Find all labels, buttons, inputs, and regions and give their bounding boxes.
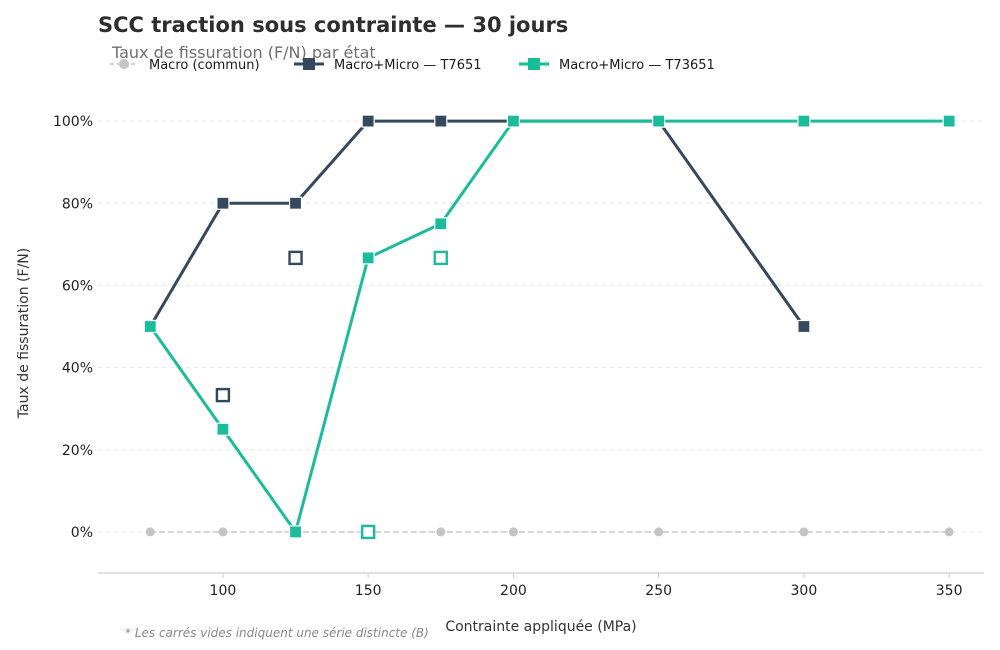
legend-marker-t7651 (303, 58, 315, 70)
y-axis-label: Taux de fissuration (F/N) (16, 248, 32, 419)
data-point (288, 196, 303, 210)
data-point-series-b (433, 250, 448, 266)
legend-item-t73651: Macro+Micro — T73651 (519, 58, 715, 73)
data-point (216, 422, 230, 436)
y-tick-label: 100% (53, 114, 93, 130)
series (143, 114, 956, 540)
data-point (216, 196, 230, 210)
x-tick-label: 200 (500, 583, 527, 599)
x-tick-label: 150 (355, 583, 382, 599)
chart-title: SCC traction sous contrainte — 30 jours (98, 13, 568, 37)
x-tick-label: 250 (645, 583, 672, 599)
legend-item-macro: Macro (commun) (110, 58, 260, 73)
legend-label-macro: Macro (commun) (149, 58, 260, 73)
data-point (944, 527, 954, 537)
y-tick-label: 60% (62, 278, 93, 294)
data-point-series-b (288, 250, 303, 266)
y-tick-label: 80% (62, 196, 93, 212)
legend-marker-t73651 (528, 58, 540, 70)
data-point (942, 114, 956, 128)
data-point (218, 527, 228, 537)
data-point (143, 319, 157, 334)
data-point (797, 319, 811, 334)
data-point-series-b (215, 387, 231, 403)
data-point (434, 217, 448, 231)
y-tick-label: 20% (62, 443, 93, 459)
legend-item-t7651: Macro+Micro — T7651 (294, 58, 482, 73)
legend: Macro (commun) Macro+Micro — T7651 Macro… (110, 58, 715, 73)
axes: 0% 20% 40% 60% 80% 100% 100 150 200 250 300 350 (53, 114, 984, 599)
grid (98, 120, 984, 533)
data-point (797, 114, 811, 128)
series-line-1 (148, 119, 806, 328)
legend-marker-macro (119, 59, 129, 69)
data-point (288, 525, 303, 539)
data-point (145, 527, 155, 537)
data-point (799, 527, 809, 537)
data-point-series-b (360, 524, 376, 540)
data-point (361, 251, 375, 265)
y-tick-label: 40% (62, 361, 93, 377)
data-point (508, 527, 518, 537)
x-axis-label: Contrainte appliquée (MPa) (445, 619, 636, 635)
data-point (654, 527, 664, 537)
data-point (434, 114, 448, 128)
x-tick-label: 350 (936, 583, 963, 599)
data-point (652, 114, 666, 128)
data-point (361, 114, 375, 128)
x-tick-label: 100 (210, 583, 237, 599)
y-tick-label: 0% (71, 525, 93, 541)
footnote: * Les carrés vides indiquent une série d… (125, 626, 429, 640)
legend-label-t73651: Macro+Micro — T73651 (559, 58, 715, 73)
series-line-2 (148, 119, 951, 534)
x-tick-label: 300 (791, 583, 818, 599)
data-point (436, 527, 446, 537)
legend-label-t7651: Macro+Micro — T7651 (334, 58, 482, 73)
data-point (506, 114, 521, 128)
chart-subtitle: Taux de fissuration (F/N) par état (111, 43, 376, 62)
